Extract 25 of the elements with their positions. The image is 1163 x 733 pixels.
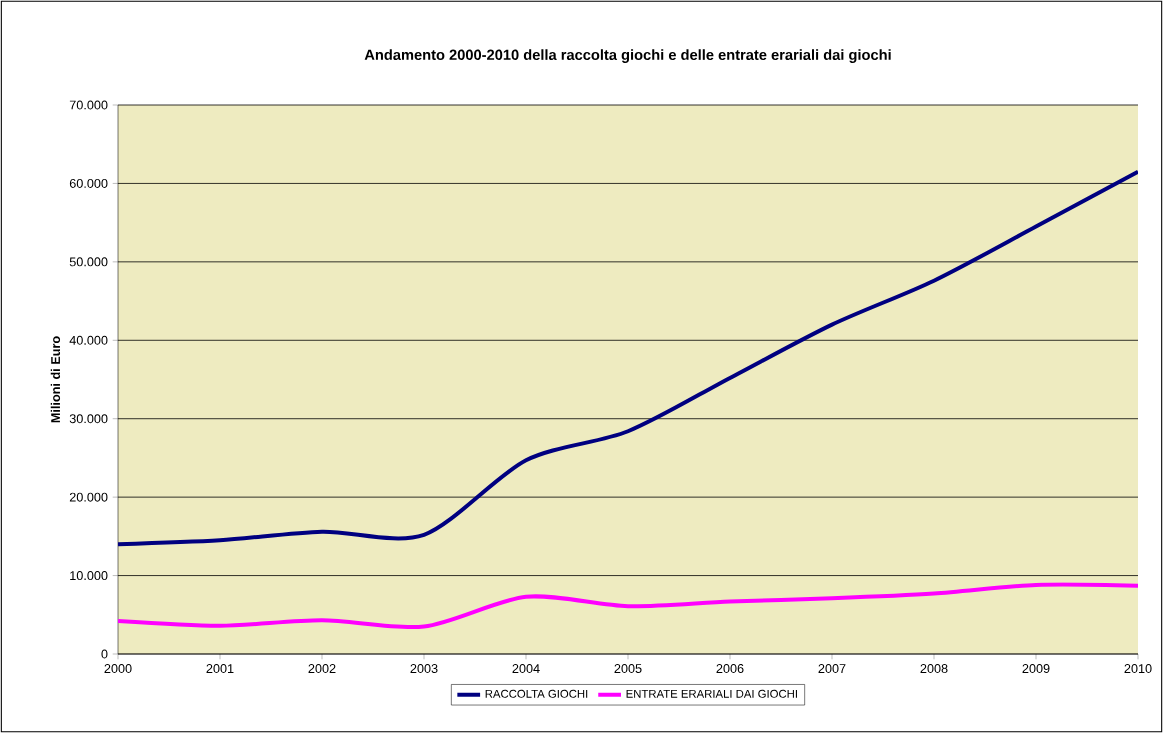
x-tick-label: 2001: [206, 664, 234, 674]
line-series: [118, 169, 1139, 547]
x-tick-label: 2007: [818, 664, 846, 674]
x-tick-label: 2002: [308, 664, 336, 674]
y-tick-label: 40.000: [69, 335, 108, 345]
chart-title: Andamento 2000-2010 della raccolta giochi e delle entrate erariali dai giochi: [364, 49, 891, 63]
x-tick-label: 2009: [1022, 664, 1050, 674]
x-tick-label: 2003: [410, 664, 438, 674]
legend-label: RACCOLTA GIOCHI: [485, 689, 588, 698]
x-tick-label: 2004: [512, 664, 540, 674]
y-tick-label: 60.000: [69, 178, 108, 188]
x-tick-label: 2005: [614, 664, 642, 674]
y-tick-label: 30.000: [69, 414, 108, 424]
x-tick-label: 2010: [1124, 664, 1152, 674]
y-tick-label: 50.000: [69, 257, 108, 267]
line-series: [118, 582, 1139, 630]
legend-label: ENTRATE ERARIALI DAI GIOCHI: [626, 689, 797, 698]
x-tick-label: 2000: [104, 664, 132, 674]
y-tick-label: 70.000: [69, 100, 108, 110]
y-axis-title: Milioni di Euro: [50, 336, 61, 423]
y-tick-label: 10.000: [70, 571, 108, 581]
x-tick-label: 2008: [920, 664, 948, 674]
y-tick-label: 20.000: [69, 492, 108, 502]
y-tick-label: 0: [101, 649, 108, 659]
x-tick-label: 2006: [716, 664, 744, 674]
